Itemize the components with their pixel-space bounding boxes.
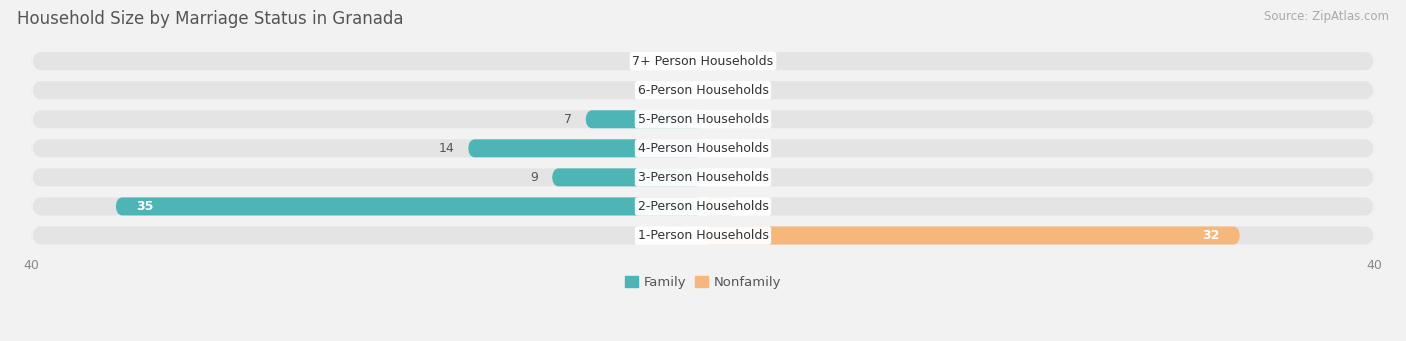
FancyBboxPatch shape <box>468 139 703 157</box>
Text: 2-Person Households: 2-Person Households <box>637 200 769 213</box>
Text: Household Size by Marriage Status in Granada: Household Size by Marriage Status in Gra… <box>17 10 404 28</box>
Text: 7: 7 <box>564 113 572 126</box>
FancyBboxPatch shape <box>703 226 1240 244</box>
Text: 2: 2 <box>749 200 758 213</box>
Text: 32: 32 <box>1202 229 1220 242</box>
FancyBboxPatch shape <box>32 168 1374 187</box>
Text: 0: 0 <box>717 55 724 68</box>
Text: 3-Person Households: 3-Person Households <box>637 171 769 184</box>
Legend: Family, Nonfamily: Family, Nonfamily <box>620 271 786 294</box>
FancyBboxPatch shape <box>585 110 703 128</box>
FancyBboxPatch shape <box>32 197 1374 216</box>
Text: 0: 0 <box>682 229 689 242</box>
Text: 35: 35 <box>136 200 153 213</box>
FancyBboxPatch shape <box>32 139 1374 157</box>
FancyBboxPatch shape <box>553 168 703 187</box>
FancyBboxPatch shape <box>115 197 703 216</box>
Text: 7+ Person Households: 7+ Person Households <box>633 55 773 68</box>
Text: 5-Person Households: 5-Person Households <box>637 113 769 126</box>
Text: 0: 0 <box>717 171 724 184</box>
Text: 9: 9 <box>530 171 538 184</box>
FancyBboxPatch shape <box>32 226 1374 244</box>
FancyBboxPatch shape <box>32 110 1374 128</box>
Text: Source: ZipAtlas.com: Source: ZipAtlas.com <box>1264 10 1389 23</box>
FancyBboxPatch shape <box>32 52 1374 70</box>
Text: 6-Person Households: 6-Person Households <box>637 84 769 97</box>
FancyBboxPatch shape <box>32 81 1374 99</box>
Text: 0: 0 <box>717 142 724 155</box>
Text: 0: 0 <box>717 84 724 97</box>
Text: 0: 0 <box>682 84 689 97</box>
FancyBboxPatch shape <box>703 197 737 216</box>
Text: 1-Person Households: 1-Person Households <box>637 229 769 242</box>
Text: 0: 0 <box>682 55 689 68</box>
Text: 4-Person Households: 4-Person Households <box>637 142 769 155</box>
Text: 14: 14 <box>439 142 454 155</box>
Text: 0: 0 <box>717 113 724 126</box>
